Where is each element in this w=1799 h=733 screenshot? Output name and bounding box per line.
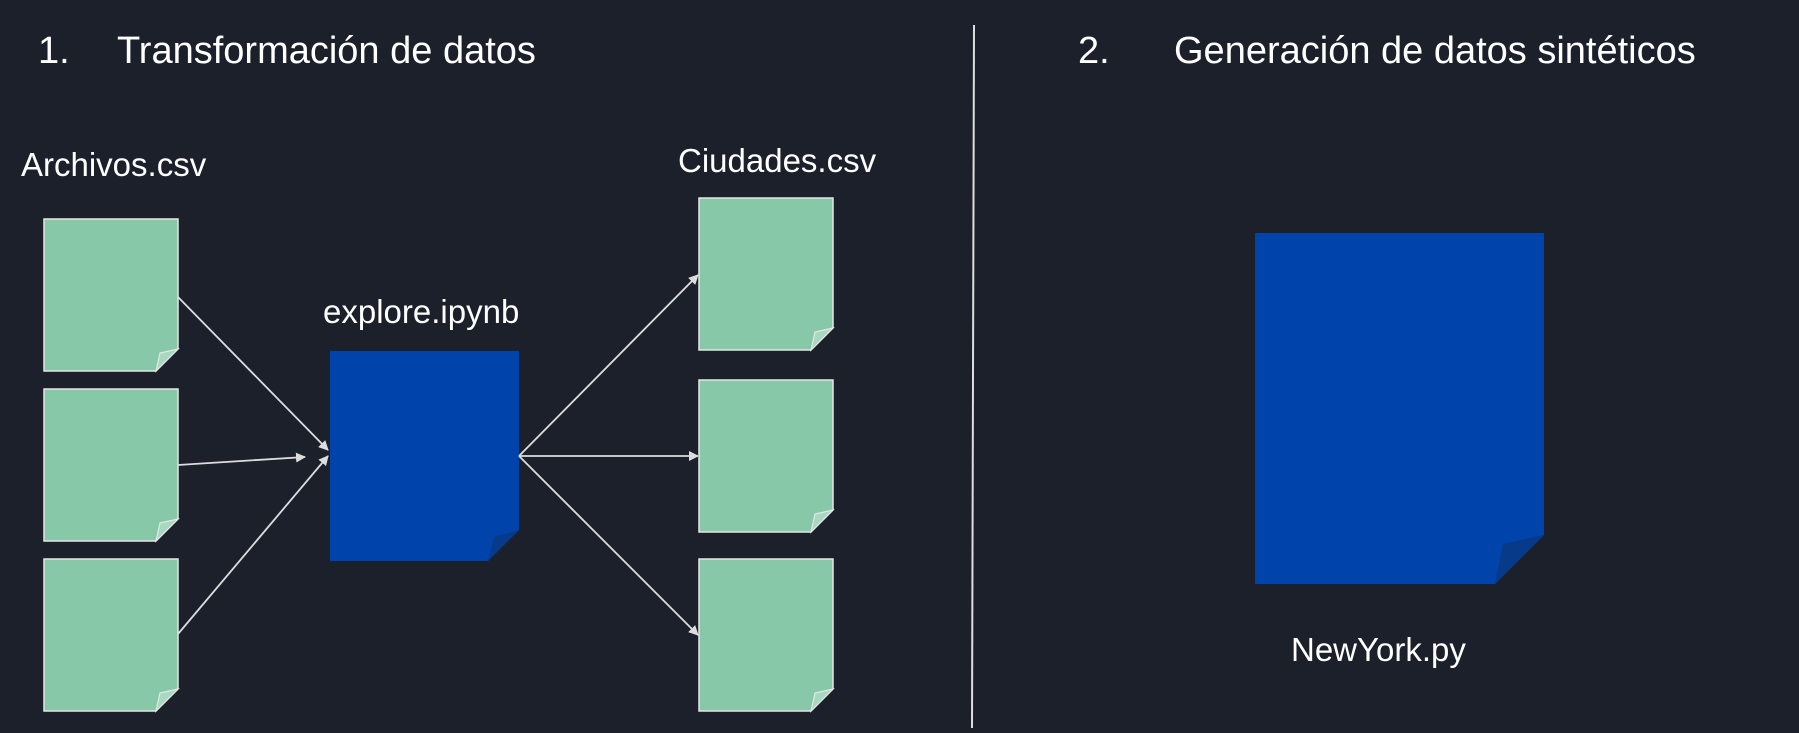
source-csv-file xyxy=(43,218,180,373)
output-files-label: Ciudades.csv xyxy=(678,142,877,179)
section-2-number: 2. xyxy=(1078,30,1110,72)
output-csv-file xyxy=(698,379,835,534)
source-files-label: Archivos.csv xyxy=(21,146,207,183)
arrow-source-3-to-notebook xyxy=(177,455,329,635)
script-file-label: NewYork.py xyxy=(1291,631,1466,668)
source-csv-file xyxy=(43,558,180,713)
arrow-notebook-to-output-1 xyxy=(518,274,699,457)
section-1-title: Transformación de datos xyxy=(117,30,536,72)
notebook-file xyxy=(330,351,519,561)
arrow-source-1-to-notebook xyxy=(177,296,329,451)
notebook-label: explore.ipynb xyxy=(323,293,520,330)
source-csv-file xyxy=(43,388,180,543)
section-divider xyxy=(971,24,975,729)
arrow-source-2-to-notebook xyxy=(177,452,306,466)
arrow-notebook-to-output-3 xyxy=(518,455,699,636)
output-csv-file xyxy=(698,558,835,713)
section-2-title: Generación de datos sintéticos xyxy=(1174,30,1696,72)
output-csv-file xyxy=(698,197,835,352)
section-1-number: 1. xyxy=(38,30,70,72)
script-file xyxy=(1255,233,1544,584)
